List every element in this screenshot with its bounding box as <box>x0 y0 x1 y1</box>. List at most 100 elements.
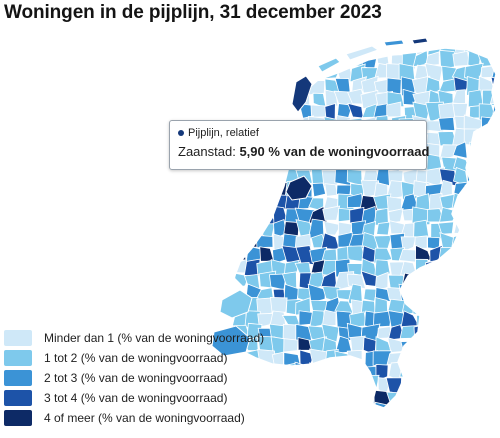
municipality-region[interactable] <box>295 52 316 68</box>
municipality-region[interactable] <box>217 77 236 92</box>
municipality-region[interactable] <box>385 377 402 395</box>
municipality-region[interactable] <box>437 364 456 382</box>
municipality-region[interactable] <box>296 418 310 432</box>
municipality-region[interactable] <box>323 415 339 431</box>
municipality-region[interactable] <box>244 167 262 187</box>
municipality-region[interactable] <box>455 376 470 392</box>
municipality-region[interactable] <box>334 377 352 392</box>
municipality-region[interactable] <box>219 232 237 249</box>
municipality-region[interactable] <box>452 417 469 431</box>
municipality-region[interactable] <box>465 248 480 262</box>
municipality-region[interactable] <box>322 392 339 408</box>
municipality-region[interactable] <box>416 335 430 355</box>
municipality-region[interactable] <box>425 377 445 395</box>
municipality-region[interactable] <box>402 416 416 431</box>
municipality-region[interactable] <box>320 232 340 250</box>
municipality-region[interactable] <box>463 233 484 249</box>
municipality-region[interactable] <box>269 375 286 396</box>
municipality-region[interactable] <box>220 222 238 236</box>
municipality-region[interactable] <box>493 376 500 393</box>
municipality-region[interactable] <box>489 130 500 145</box>
municipality-region[interactable] <box>260 182 272 199</box>
legend-item[interactable]: 3 tot 4 (% van de woningvoorraad) <box>4 388 264 407</box>
municipality-region[interactable] <box>231 181 249 200</box>
municipality-region[interactable] <box>476 206 496 224</box>
municipality-region[interactable] <box>231 76 251 95</box>
municipality-region[interactable] <box>468 154 483 172</box>
municipality-region[interactable] <box>426 271 444 290</box>
municipality-region[interactable] <box>426 323 445 339</box>
municipality-region[interactable] <box>230 192 248 212</box>
municipality-region[interactable] <box>441 353 456 370</box>
municipality-region[interactable] <box>494 415 500 433</box>
municipality-region[interactable] <box>491 63 500 80</box>
municipality-region[interactable] <box>402 377 420 396</box>
municipality-region[interactable] <box>465 206 482 225</box>
municipality-region[interactable] <box>269 387 290 408</box>
municipality-region[interactable] <box>490 39 500 57</box>
municipality-region[interactable] <box>347 376 368 395</box>
municipality-region[interactable] <box>437 77 459 94</box>
municipality-region[interactable] <box>335 418 353 432</box>
municipality-region[interactable] <box>478 335 493 356</box>
municipality-region[interactable] <box>309 419 326 431</box>
municipality-region[interactable] <box>365 416 379 432</box>
municipality-region[interactable] <box>372 310 393 328</box>
municipality-region[interactable] <box>244 64 260 79</box>
municipality-region[interactable] <box>477 350 496 369</box>
municipality-region[interactable] <box>478 235 496 252</box>
municipality-region[interactable] <box>452 89 466 105</box>
municipality-region[interactable] <box>219 50 235 68</box>
municipality-region[interactable] <box>489 223 500 239</box>
municipality-region[interactable] <box>295 400 315 419</box>
municipality-region[interactable] <box>295 390 312 407</box>
municipality-region[interactable] <box>347 102 364 119</box>
municipality-region[interactable] <box>453 352 471 369</box>
municipality-region[interactable] <box>269 364 289 383</box>
municipality-region[interactable] <box>321 309 337 327</box>
municipality-region[interactable] <box>244 53 263 71</box>
municipality-region[interactable] <box>479 403 496 421</box>
municipality-region[interactable] <box>479 418 495 433</box>
municipality-region[interactable] <box>427 285 442 305</box>
municipality-region[interactable] <box>454 310 471 331</box>
municipality-region[interactable] <box>466 258 485 278</box>
municipality-region[interactable] <box>441 389 454 407</box>
municipality-region[interactable] <box>454 327 468 344</box>
municipality-region[interactable] <box>452 388 470 406</box>
municipality-region[interactable] <box>414 272 432 291</box>
municipality-region[interactable] <box>492 285 500 303</box>
municipality-region[interactable] <box>440 375 458 395</box>
municipality-region[interactable] <box>476 274 496 290</box>
municipality-region[interactable] <box>452 50 470 67</box>
municipality-region[interactable] <box>271 89 290 109</box>
municipality-region[interactable] <box>454 298 467 317</box>
municipality-region[interactable] <box>388 208 404 224</box>
municipality-region[interactable] <box>307 387 327 408</box>
municipality-region[interactable] <box>220 167 238 184</box>
municipality-region[interactable] <box>376 417 389 433</box>
municipality-region[interactable] <box>437 311 455 329</box>
municipality-region[interactable] <box>467 415 483 433</box>
municipality-region[interactable] <box>308 375 327 393</box>
municipality-region[interactable] <box>281 375 301 394</box>
municipality-region[interactable] <box>411 378 432 392</box>
municipality-region[interactable] <box>478 287 496 302</box>
municipality-region[interactable] <box>477 40 497 56</box>
municipality-region[interactable] <box>414 235 428 249</box>
municipality-region[interactable] <box>307 283 326 304</box>
municipality-region[interactable] <box>386 416 405 432</box>
municipality-region[interactable] <box>219 62 237 80</box>
municipality-region[interactable] <box>259 246 275 262</box>
municipality-region[interactable] <box>464 364 484 378</box>
municipality-region[interactable] <box>282 63 303 81</box>
municipality-region[interactable] <box>244 192 259 209</box>
municipality-region[interactable] <box>415 363 433 380</box>
municipality-region[interactable] <box>231 224 251 239</box>
municipality-region[interactable] <box>374 401 392 419</box>
municipality-region[interactable] <box>413 324 427 342</box>
municipality-region[interactable] <box>398 390 420 408</box>
municipality-region[interactable] <box>286 388 303 408</box>
municipality-region[interactable] <box>401 349 419 368</box>
municipality-region[interactable] <box>283 338 299 353</box>
